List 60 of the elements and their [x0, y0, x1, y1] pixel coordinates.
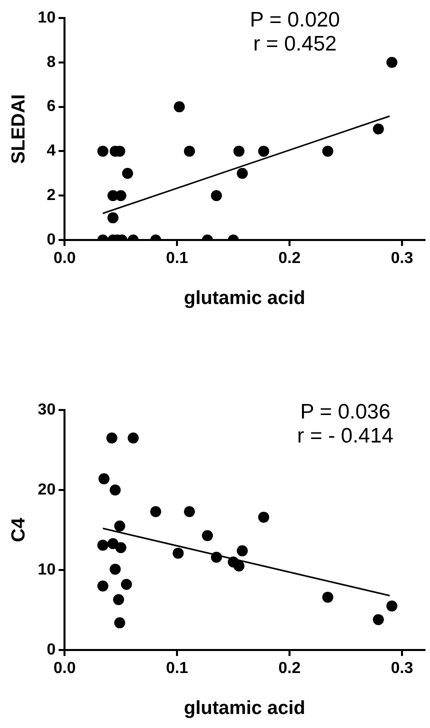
y-tick-label: 6: [46, 98, 56, 116]
annotation: P = 0.036: [300, 400, 390, 424]
annotation: r = - 0.414: [297, 424, 394, 448]
point: [97, 580, 108, 592]
x-tick-label: 0.3: [390, 250, 414, 268]
y-tick-label: 2: [46, 187, 56, 204]
point: [97, 540, 108, 551]
point: [184, 146, 195, 157]
x-tick-label: 0.2: [278, 250, 301, 268]
point: [120, 578, 132, 590]
point: [210, 552, 222, 563]
point: [106, 432, 118, 444]
point: [174, 101, 185, 112]
y-tick-label: 4: [46, 142, 56, 160]
point: [258, 512, 270, 523]
point: [236, 545, 248, 556]
x-tick-label: 0.1: [166, 660, 188, 678]
x-tick-label: 0.0: [53, 250, 76, 268]
point: [114, 520, 126, 532]
point: [98, 473, 110, 484]
y-tick-label: 20: [38, 481, 56, 498]
point: [202, 530, 213, 542]
y-tick-label: 10: [38, 561, 56, 578]
annotation: P = 0.020: [250, 8, 340, 32]
point: [386, 600, 398, 612]
y-tick-label: 0: [46, 231, 56, 248]
point: [322, 592, 334, 603]
point: [184, 506, 195, 518]
x-axis-title: glutamic acid: [184, 288, 306, 309]
point: [128, 432, 139, 444]
y-tick-label: 8: [46, 54, 56, 71]
y-tick-label: 0: [46, 641, 56, 658]
point: [110, 484, 121, 496]
x-tick-label: 0.0: [53, 660, 76, 678]
point: [210, 190, 222, 202]
point: [236, 168, 248, 179]
point: [172, 548, 184, 559]
y-tick-label: 10: [38, 9, 56, 26]
point: [114, 617, 126, 628]
point: [258, 146, 270, 157]
point: [372, 614, 384, 626]
y-axis-title: SLEDAI: [8, 94, 30, 164]
point: [115, 542, 126, 554]
point: [122, 168, 134, 179]
x-tick-label: 0.2: [278, 660, 301, 678]
point: [372, 124, 384, 134]
point: [110, 564, 121, 575]
point: [97, 146, 108, 157]
annotation: r = 0.452: [253, 32, 337, 56]
point: [150, 506, 162, 518]
x-tick-label: 0.1: [166, 250, 188, 268]
point: [233, 560, 244, 572]
y-tick-label: 30: [38, 401, 56, 418]
x-tick-label: 0.3: [390, 660, 414, 678]
x-axis-title: glutamic acid: [184, 698, 306, 719]
y-axis-title: C4: [8, 517, 30, 542]
point: [322, 146, 334, 157]
point: [115, 190, 126, 202]
point: [113, 594, 124, 606]
point: [233, 146, 244, 157]
